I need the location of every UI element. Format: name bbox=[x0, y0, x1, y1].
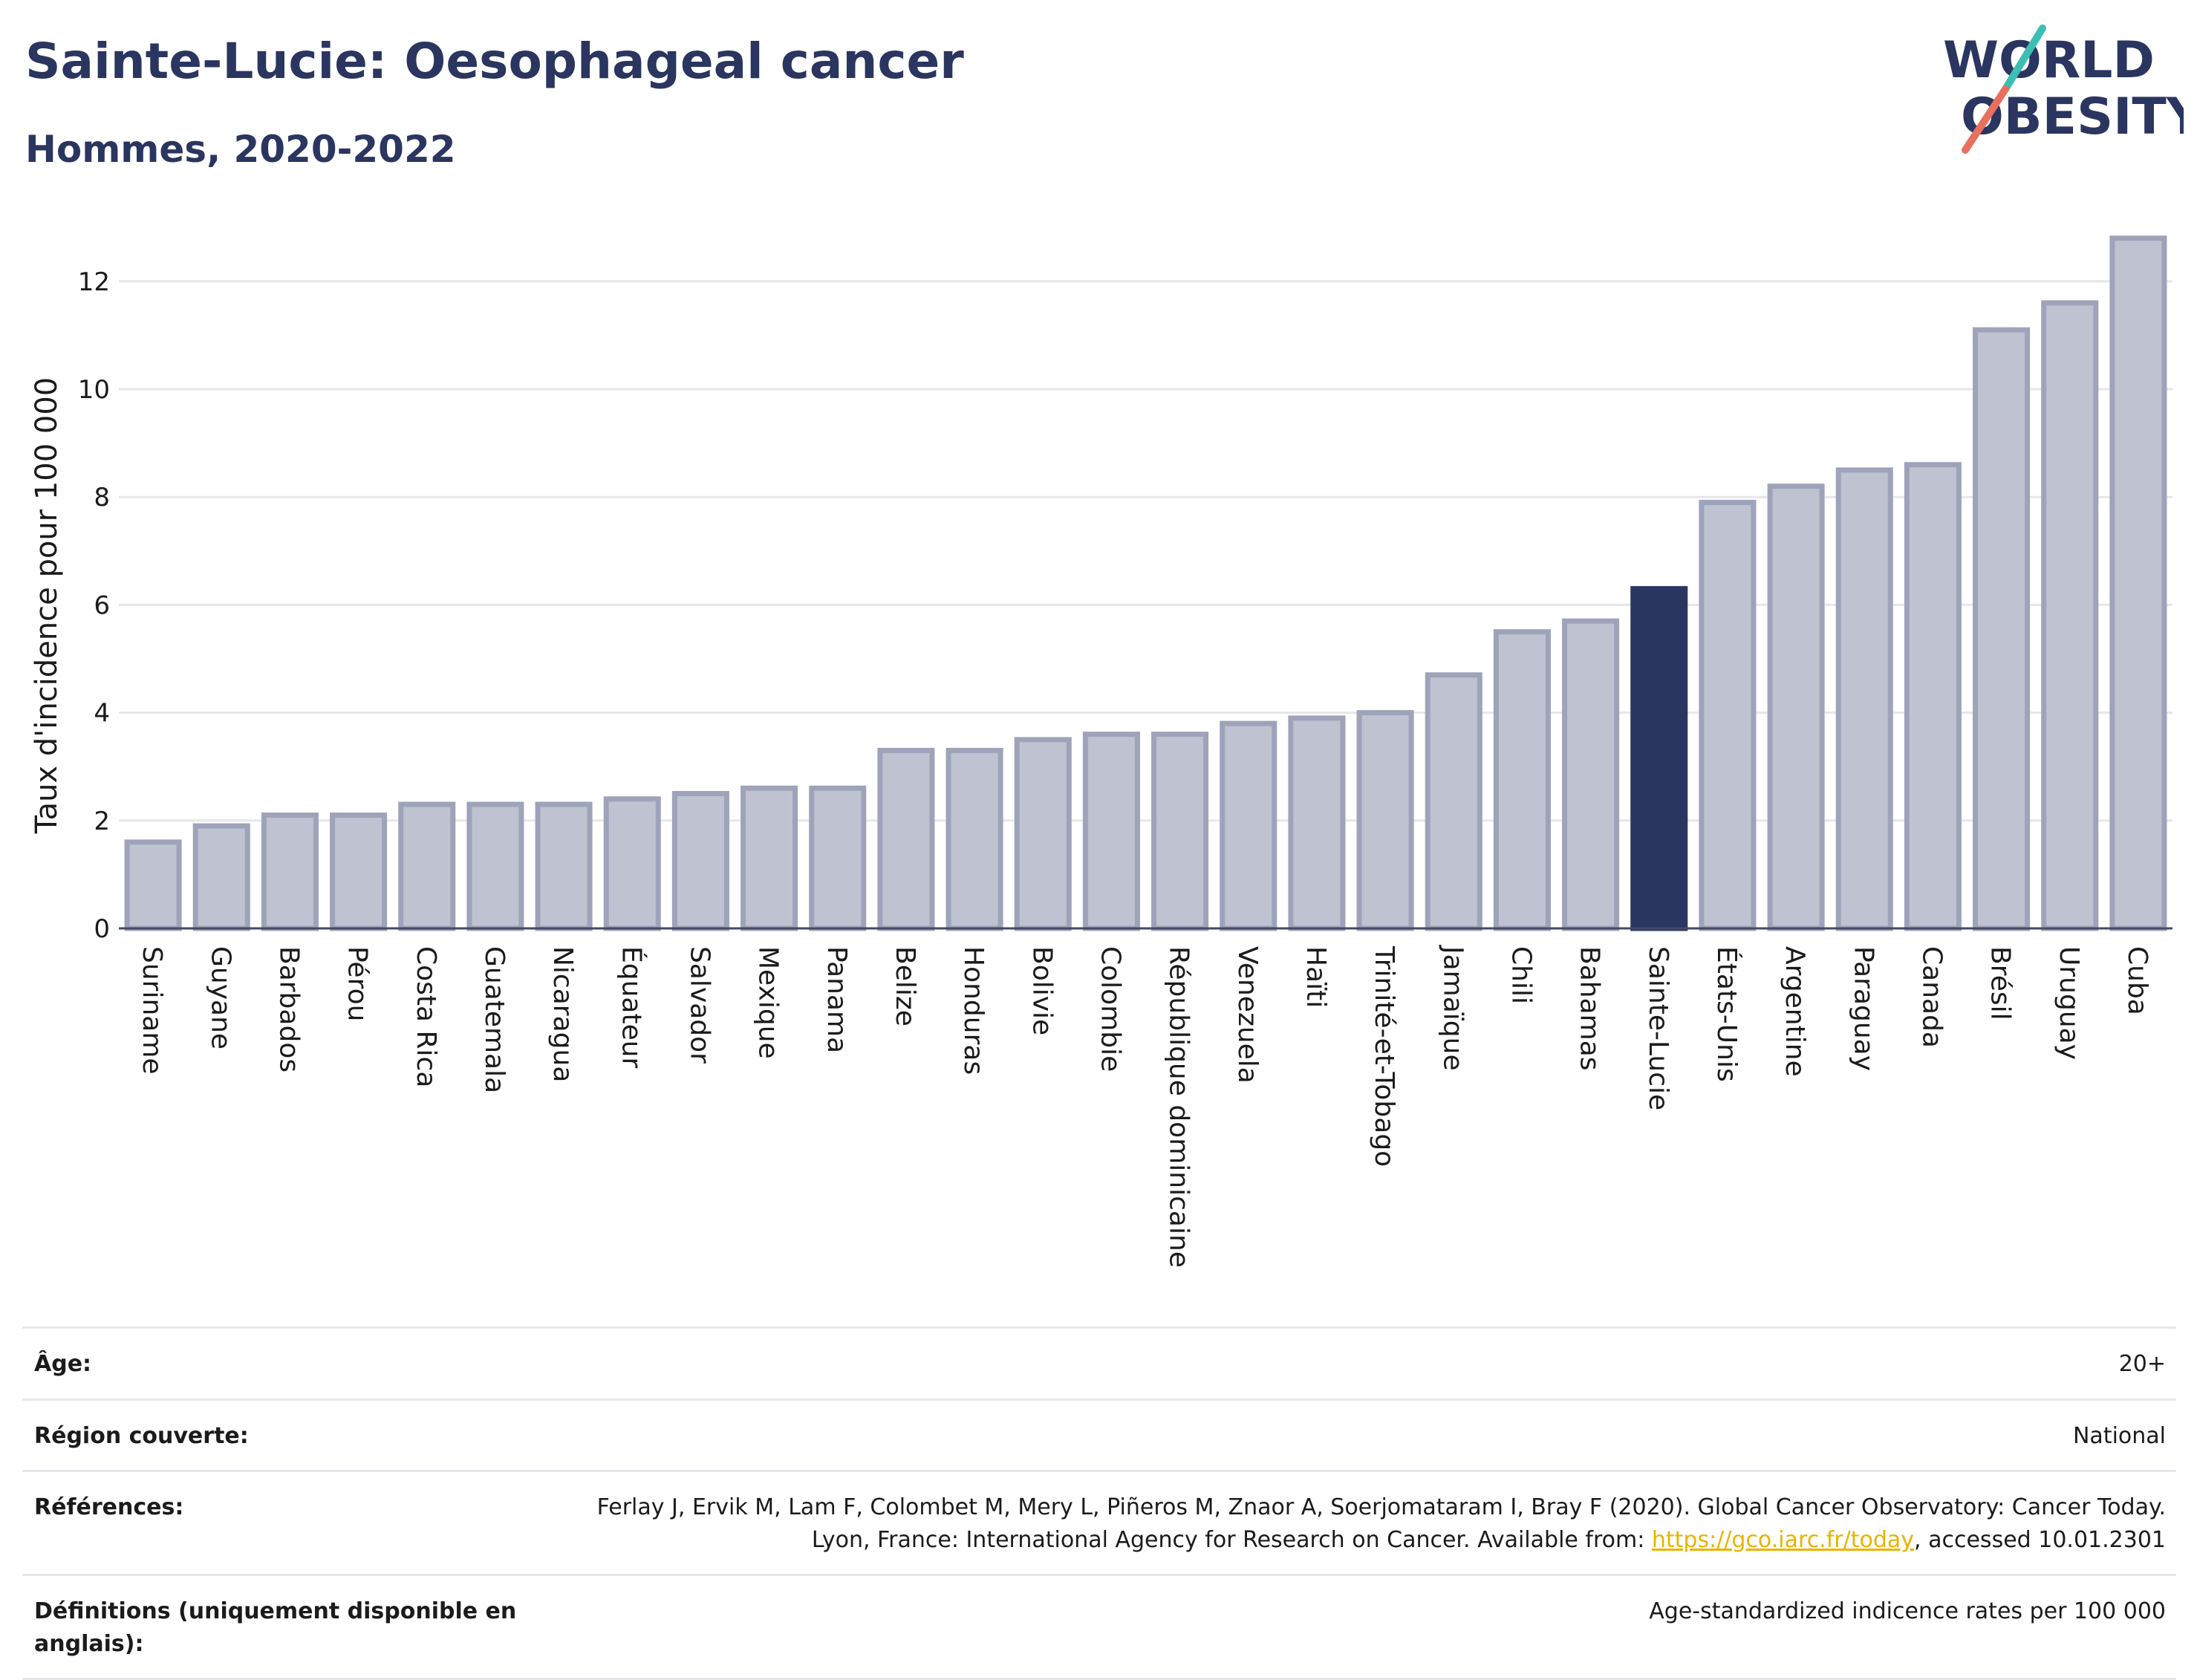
bar-7 bbox=[535, 801, 593, 931]
bar-10 bbox=[741, 785, 798, 931]
footer-table: Âge: 20+ Région couverte: National Référ… bbox=[22, 1326, 2176, 1680]
x-tick-label: Canada bbox=[1916, 946, 1947, 1048]
y-tick-label: 4 bbox=[94, 699, 110, 729]
references-text: Ferlay J, Ervik M, Lam F, Colombet M, Me… bbox=[596, 1494, 2166, 1553]
x-tick-label: Paraguay bbox=[1848, 946, 1878, 1071]
region-value: National bbox=[2072, 1422, 2166, 1449]
bar-24 bbox=[1699, 499, 1757, 931]
bar-23 bbox=[1630, 586, 1688, 931]
footer-row-age: Âge: 20+ bbox=[22, 1326, 2176, 1399]
references-accessed: , accessed 10.01.2301 bbox=[1914, 1526, 2166, 1553]
x-tick-label: Jamaïque bbox=[1437, 945, 1468, 1071]
x-tick-label: Sainte-Lucie bbox=[1643, 946, 1673, 1110]
bar-8 bbox=[603, 796, 661, 931]
age-value: 20+ bbox=[2118, 1351, 2166, 1377]
x-tick-label: Bahamas bbox=[1575, 946, 1605, 1071]
bar-30 bbox=[2109, 235, 2167, 931]
chart-title: Sainte-Lucie: Oesophageal cancer bbox=[25, 33, 964, 90]
x-tick-label: États-Unis bbox=[1711, 946, 1742, 1082]
x-tick-label: Chili bbox=[1506, 946, 1536, 1004]
x-tick-label: Honduras bbox=[958, 946, 989, 1075]
x-tick-label: Guatemala bbox=[479, 946, 510, 1093]
bar-13 bbox=[945, 747, 1003, 931]
bar-chart: 0 2 4 6 8 10 12 Taux d'incidence pour 100 000 Su… bbox=[30, 235, 2172, 1268]
definitions-value: Age-standardized indicence rates per 100… bbox=[1649, 1598, 2166, 1624]
x-tick-label: Brésil bbox=[1985, 946, 2016, 1020]
bar-15 bbox=[1082, 732, 1140, 931]
x-tick-label: Uruguay bbox=[2054, 946, 2084, 1060]
bar-20 bbox=[1425, 672, 1482, 931]
bar-9 bbox=[671, 791, 729, 931]
bar-18 bbox=[1288, 715, 1346, 931]
bar-28 bbox=[1973, 327, 2031, 931]
bar-12 bbox=[877, 747, 935, 931]
bar-16 bbox=[1151, 732, 1209, 931]
bar-17 bbox=[1220, 720, 1277, 931]
y-tick-label: 10 bbox=[78, 375, 110, 405]
x-tick-label: Salvador bbox=[684, 946, 715, 1064]
x-tick-label: Cuba bbox=[2122, 946, 2152, 1015]
bar-26 bbox=[1835, 467, 1893, 931]
x-tick-label: Haïti bbox=[1301, 946, 1331, 1008]
age-label: Âge: bbox=[34, 1351, 92, 1377]
bar-25 bbox=[1767, 484, 1825, 931]
x-tick-label: Panama bbox=[821, 946, 852, 1053]
logo-slash-teal bbox=[2002, 25, 2046, 93]
bar-2 bbox=[192, 823, 250, 931]
x-tick-label: Équateur bbox=[616, 946, 647, 1069]
bar-3 bbox=[261, 813, 319, 931]
x-tick-label: Pérou bbox=[342, 946, 373, 1021]
logo-slash-coral bbox=[1962, 85, 2009, 154]
x-tick-label: Guyane bbox=[205, 946, 235, 1049]
x-tick-label: Argentine bbox=[1780, 946, 1810, 1077]
x-tick-label: Bolivie bbox=[1026, 946, 1057, 1035]
x-tick-label: Barbados bbox=[273, 946, 304, 1072]
y-axis-label: Taux d'incidence pour 100 000 bbox=[30, 377, 64, 834]
x-tick-label: Costa Rica bbox=[411, 946, 441, 1087]
bar-4 bbox=[330, 813, 388, 931]
bar-19 bbox=[1356, 710, 1414, 931]
definitions-label: Définitions (uniquement disponible en an… bbox=[34, 1598, 517, 1657]
y-tick-label: 12 bbox=[78, 267, 110, 297]
bar-21 bbox=[1493, 629, 1551, 931]
references-value: Ferlay J, Ervik M, Lam F, Colombet M, Me… bbox=[562, 1491, 2166, 1556]
bar-22 bbox=[1562, 618, 1620, 931]
world-obesity-logo: WORLD OBESITY bbox=[1943, 25, 2184, 154]
bar-6 bbox=[466, 801, 524, 931]
footer-row-references: Références: Ferlay J, Ervik M, Lam F, Co… bbox=[22, 1470, 2176, 1574]
region-label: Région couverte: bbox=[34, 1422, 249, 1449]
references-label: Références: bbox=[34, 1494, 184, 1520]
references-link[interactable]: https://gco.iarc.fr/today bbox=[1651, 1526, 1915, 1553]
logo-line1: WORLD bbox=[1943, 31, 2155, 90]
x-tick-label: Suriname bbox=[137, 946, 167, 1075]
x-tick-label: Venezuela bbox=[1232, 946, 1263, 1084]
x-tick-label: Nicaragua bbox=[547, 946, 578, 1082]
bar-27 bbox=[1904, 462, 1962, 931]
x-tick-label: Colombie bbox=[1095, 946, 1125, 1072]
bar-11 bbox=[809, 785, 867, 931]
footer-row-definitions: Définitions (uniquement disponible en an… bbox=[22, 1574, 2176, 1680]
x-tick-label: Trinité-et-Tobago bbox=[1369, 945, 1399, 1167]
chart-subtitle: Hommes, 2020-2022 bbox=[25, 128, 456, 171]
footer-row-region: Région couverte: National bbox=[22, 1398, 2176, 1471]
x-tick-label: République dominicaine bbox=[1164, 946, 1194, 1268]
bar-14 bbox=[1014, 737, 1072, 931]
y-tick-label: 8 bbox=[94, 483, 110, 512]
y-tick-label: 2 bbox=[94, 807, 110, 836]
bar-29 bbox=[2041, 300, 2099, 931]
y-tick-label: 6 bbox=[94, 590, 110, 620]
bar-5 bbox=[398, 801, 456, 931]
x-tick-label: Belize bbox=[890, 946, 920, 1026]
x-tick-label: Mexique bbox=[753, 946, 784, 1059]
y-tick-label: 0 bbox=[94, 914, 110, 944]
bar-1 bbox=[124, 839, 182, 931]
